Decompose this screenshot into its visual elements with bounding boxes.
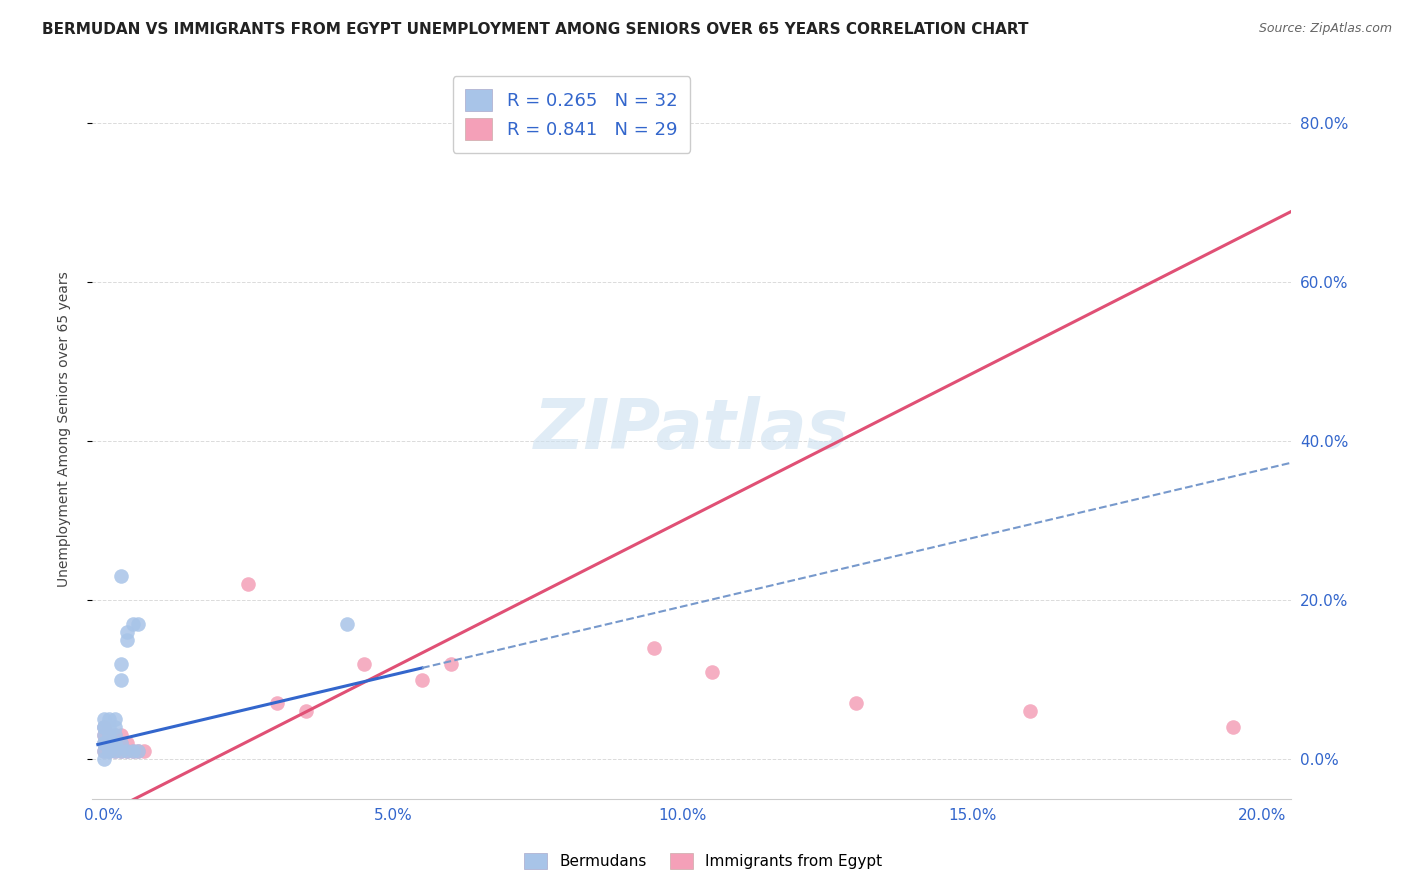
Point — [104, 728, 127, 742]
Point — [127, 744, 149, 758]
Point — [115, 744, 138, 758]
Point — [98, 712, 121, 726]
Point — [1019, 704, 1042, 718]
Point — [98, 736, 121, 750]
Point — [110, 657, 132, 671]
Point — [93, 712, 115, 726]
Point — [98, 736, 121, 750]
Point — [98, 720, 121, 734]
Point — [110, 728, 132, 742]
Point — [98, 744, 121, 758]
Point — [845, 697, 868, 711]
Point — [110, 744, 132, 758]
Point — [127, 616, 149, 631]
Point — [411, 673, 433, 687]
Point — [104, 728, 127, 742]
Point — [115, 624, 138, 639]
Point — [98, 744, 121, 758]
Point — [98, 744, 121, 758]
Text: Source: ZipAtlas.com: Source: ZipAtlas.com — [1258, 22, 1392, 36]
Point — [336, 616, 359, 631]
Point — [93, 752, 115, 766]
Point — [121, 744, 143, 758]
Legend: Bermudans, Immigrants from Egypt: Bermudans, Immigrants from Egypt — [517, 847, 889, 875]
Y-axis label: Unemployment Among Seniors over 65 years: Unemployment Among Seniors over 65 years — [58, 271, 72, 587]
Legend: R = 0.265   N = 32, R = 0.841   N = 29: R = 0.265 N = 32, R = 0.841 N = 29 — [453, 76, 690, 153]
Point — [93, 736, 115, 750]
Point — [98, 728, 121, 742]
Point — [110, 744, 132, 758]
Point — [93, 720, 115, 734]
Point — [93, 720, 115, 734]
Point — [121, 744, 143, 758]
Point — [1222, 720, 1244, 734]
Point — [98, 728, 121, 742]
Point — [121, 616, 143, 631]
Point — [115, 632, 138, 647]
Point — [127, 744, 149, 758]
Point — [104, 736, 127, 750]
Point — [93, 744, 115, 758]
Point — [643, 640, 665, 655]
Point — [110, 736, 132, 750]
Point — [110, 673, 132, 687]
Point — [104, 744, 127, 758]
Point — [110, 569, 132, 583]
Point — [104, 736, 127, 750]
Point — [295, 704, 318, 718]
Point — [93, 744, 115, 758]
Point — [115, 736, 138, 750]
Point — [104, 712, 127, 726]
Text: ZIPatlas: ZIPatlas — [534, 396, 849, 463]
Point — [104, 744, 127, 758]
Point — [353, 657, 375, 671]
Point — [700, 665, 723, 679]
Point — [440, 657, 463, 671]
Point — [266, 697, 288, 711]
Point — [93, 720, 115, 734]
Point — [110, 736, 132, 750]
Point — [93, 736, 115, 750]
Point — [238, 577, 260, 591]
Point — [93, 728, 115, 742]
Point — [104, 720, 127, 734]
Point — [115, 744, 138, 758]
Point — [93, 728, 115, 742]
Point — [93, 736, 115, 750]
Text: BERMUDAN VS IMMIGRANTS FROM EGYPT UNEMPLOYMENT AMONG SENIORS OVER 65 YEARS CORRE: BERMUDAN VS IMMIGRANTS FROM EGYPT UNEMPL… — [42, 22, 1029, 37]
Point — [134, 744, 156, 758]
